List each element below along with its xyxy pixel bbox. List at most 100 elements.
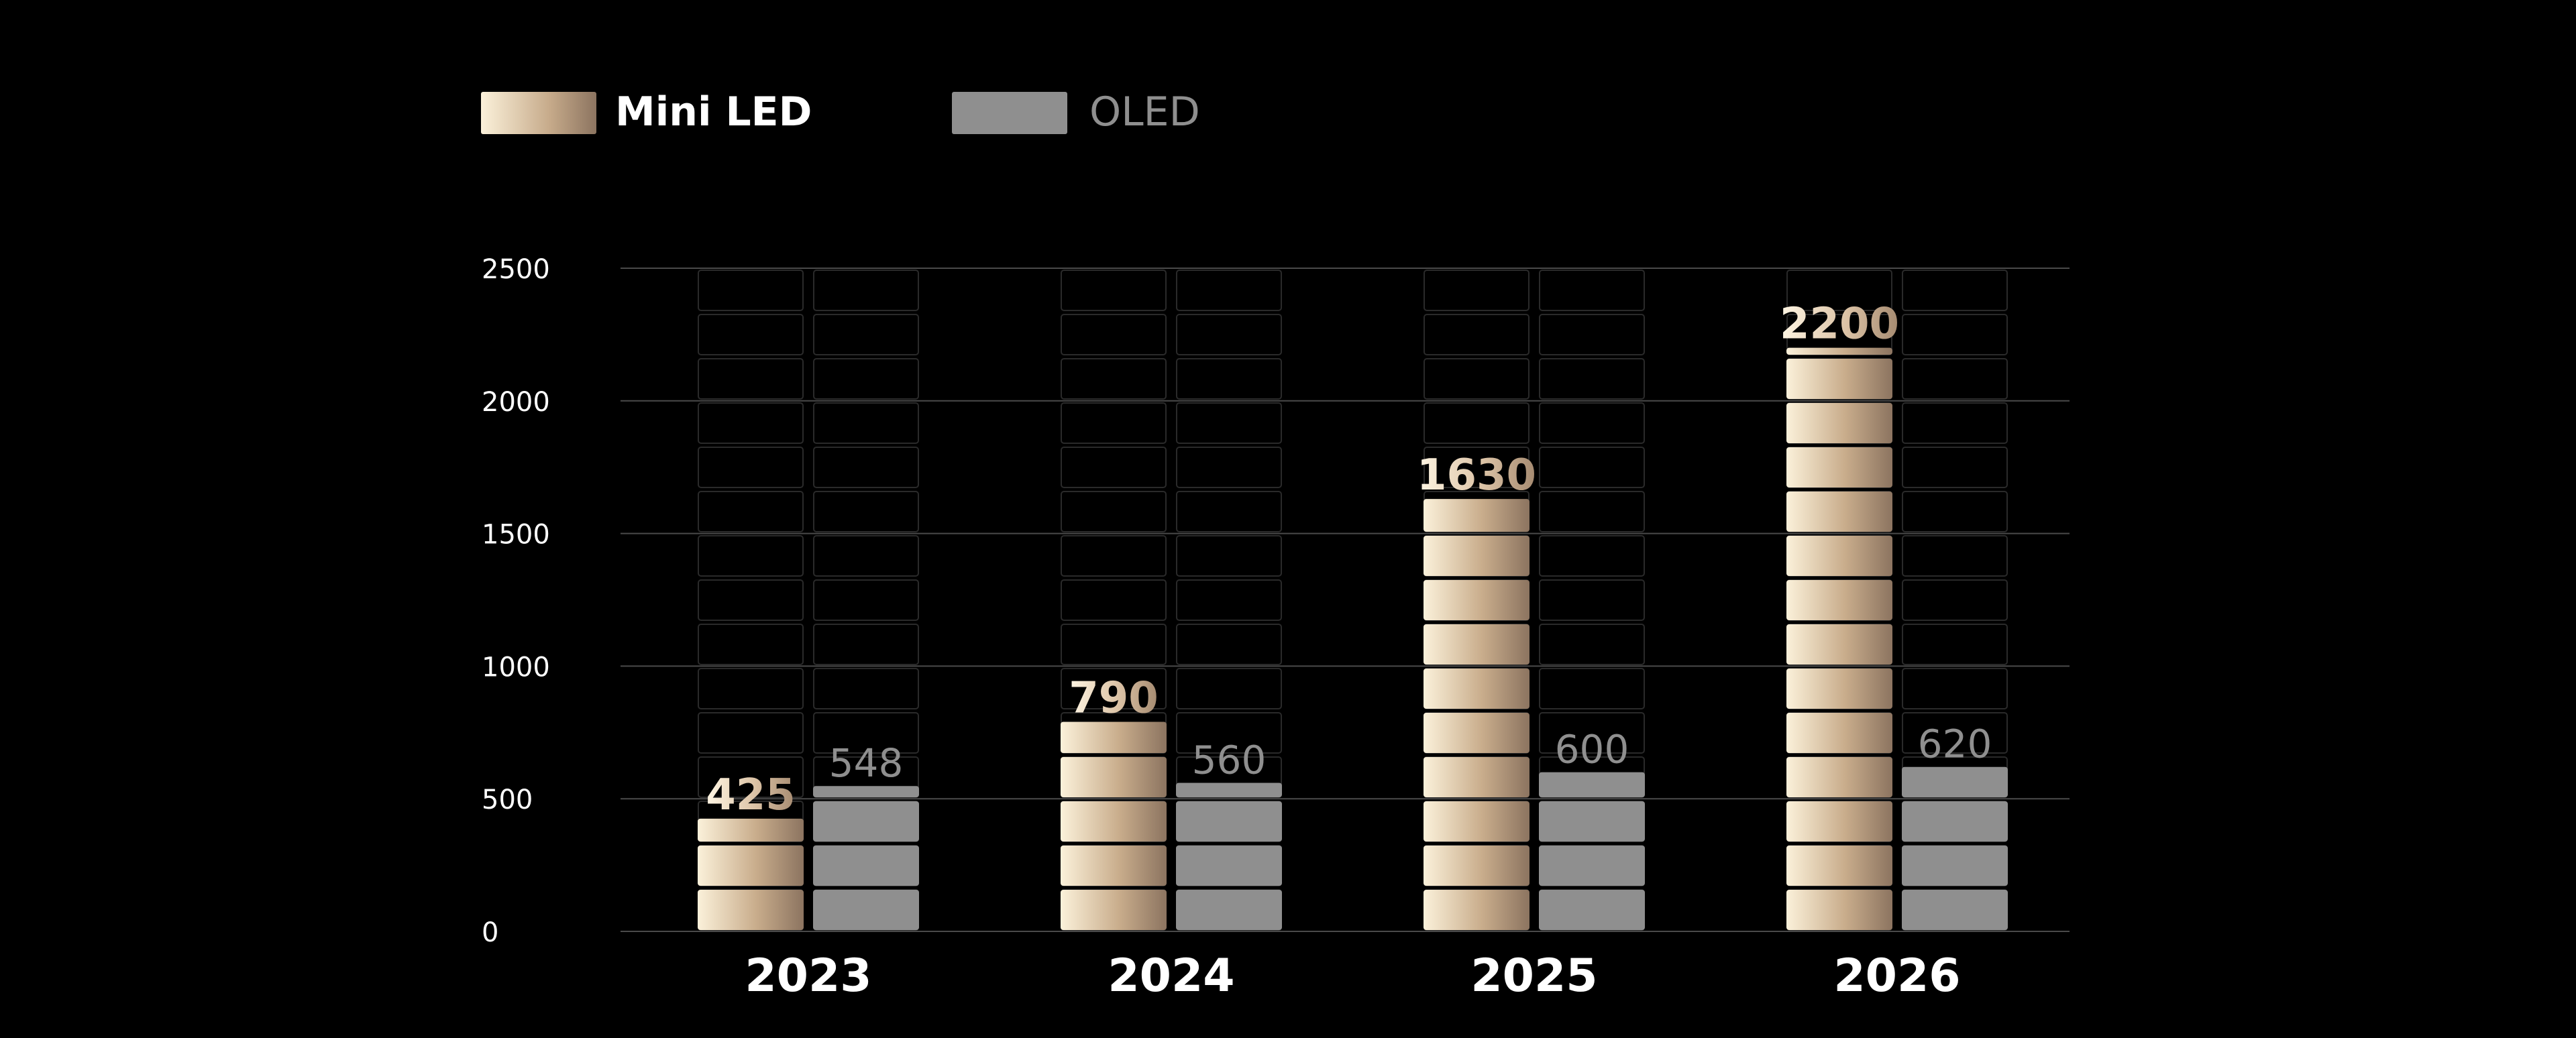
- x-tick-label: 2023: [745, 949, 871, 1002]
- data-label-mini-led: 790: [1069, 673, 1159, 723]
- bar-segment: [813, 890, 919, 930]
- bar-segment: [1902, 846, 2008, 886]
- bar-segment: [698, 890, 804, 930]
- data-label-oled: 560: [1192, 737, 1267, 783]
- bar-segment: [1786, 492, 1892, 532]
- bar-segment: [1424, 624, 1529, 665]
- bar-segment: [1539, 846, 1645, 886]
- y-tick-label: 500: [482, 785, 533, 815]
- empty-cell: [1902, 314, 2008, 355]
- empty-cell: [813, 535, 919, 577]
- empty-cell: [813, 358, 919, 400]
- empty-cell: [1061, 447, 1167, 488]
- empty-cell: [698, 402, 804, 444]
- bar-segment: [698, 818, 804, 842]
- empty-cell: [1176, 270, 1282, 311]
- empty-cell: [1539, 579, 1645, 621]
- empty-cell: [1539, 624, 1645, 665]
- bar-segment: [1424, 536, 1529, 576]
- bar-segment: [1902, 801, 2008, 842]
- bar-segment: [1902, 766, 2008, 797]
- data-label-oled: 600: [1555, 727, 1629, 772]
- empty-cell: [1902, 668, 2008, 709]
- empty-cell: [813, 624, 919, 665]
- bar-segment: [1424, 890, 1529, 930]
- bar-segment: [1786, 624, 1892, 665]
- bar-segment: [1786, 447, 1892, 487]
- bar-segment: [813, 801, 919, 842]
- y-tick-label: 2000: [482, 387, 550, 418]
- empty-cell: [1061, 535, 1167, 577]
- bar-segment: [1786, 580, 1892, 620]
- empty-cell: [1061, 314, 1167, 355]
- bar-segment: [1061, 890, 1167, 930]
- empty-cell: [1061, 270, 1167, 311]
- bar-segment: [1786, 846, 1892, 886]
- empty-cell: [1902, 624, 2008, 665]
- empty-cell: [1424, 358, 1529, 400]
- data-label-mini-led: 2200: [1780, 300, 1899, 349]
- empty-cell: [1539, 314, 1645, 355]
- bar-segment: [1176, 801, 1282, 842]
- y-tick-label: 1000: [482, 652, 550, 683]
- x-tick-label: 2025: [1470, 949, 1597, 1002]
- empty-cell: [813, 314, 919, 355]
- empty-cell: [1061, 668, 1167, 709]
- bar-segment: [698, 846, 804, 886]
- empty-cell: [1176, 491, 1282, 532]
- empty-cell: [1176, 447, 1282, 488]
- empty-cell: [698, 579, 804, 621]
- bar-segment: [1786, 359, 1892, 399]
- data-label-oled: 548: [829, 740, 904, 786]
- empty-cell: [1061, 579, 1167, 621]
- empty-cell: [1176, 535, 1282, 577]
- empty-cell: [1902, 579, 2008, 621]
- data-label-mini-led: 1630: [1417, 451, 1536, 500]
- bar-segment: [1061, 757, 1167, 797]
- bar-segment: [1061, 722, 1167, 753]
- bar-segment: [1061, 846, 1167, 886]
- bar-segment: [1539, 772, 1645, 797]
- empty-cell: [698, 358, 804, 400]
- empty-cell: [1061, 402, 1167, 444]
- bar-segment: [1786, 536, 1892, 576]
- empty-cell: [698, 624, 804, 665]
- empty-cell: [813, 579, 919, 621]
- empty-cell: [1902, 712, 2008, 754]
- empty-cell: [1539, 402, 1645, 444]
- bar-segment: [1176, 783, 1282, 797]
- bar-segment: [1424, 713, 1529, 753]
- empty-cell: [1424, 447, 1529, 488]
- empty-cell: [1176, 668, 1282, 709]
- data-labels: 425 790 1630 2200 548 560 600 620: [706, 300, 1992, 820]
- empty-cell: [1902, 535, 2008, 577]
- empty-cell: [813, 402, 919, 444]
- bar-segment: [1786, 403, 1892, 443]
- x-tick-label: 2024: [1108, 949, 1234, 1002]
- data-label-mini-led: 425: [706, 770, 796, 820]
- empty-cell: [1902, 402, 2008, 444]
- bar-segment: [1424, 801, 1529, 842]
- gridlines: [621, 268, 2070, 932]
- empty-cell: [1061, 491, 1167, 532]
- chart-legend: Mini LED OLED: [0, 0, 2576, 201]
- bar-segment: [1176, 890, 1282, 930]
- empty-cell: [1061, 358, 1167, 400]
- empty-cell: [1424, 270, 1529, 311]
- bar-segment: [813, 846, 919, 886]
- empty-cell: [1424, 402, 1529, 444]
- empty-cell: [813, 491, 919, 532]
- empty-cell: [1902, 491, 2008, 532]
- bar-segment: [1176, 846, 1282, 886]
- y-axis-ticks: 0 500 1000 1500 2000 2500: [482, 254, 550, 948]
- y-tick-label: 2500: [482, 254, 550, 285]
- legend-label-mini-led: Mini LED: [615, 89, 812, 135]
- empty-cell: [698, 447, 804, 488]
- empty-cell: [1424, 314, 1529, 355]
- empty-cell: [1902, 358, 2008, 400]
- bar-segment: [1786, 757, 1892, 797]
- empty-cell: [813, 447, 919, 488]
- empty-cell: [813, 712, 919, 754]
- bar-segment: [1786, 347, 1892, 355]
